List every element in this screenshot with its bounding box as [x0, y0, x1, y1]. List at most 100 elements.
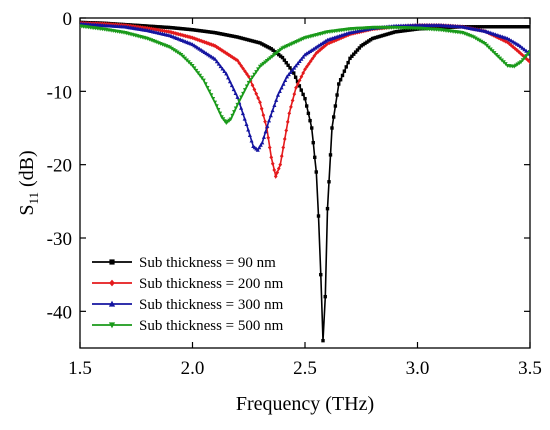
data-point	[197, 28, 202, 33]
data-point	[275, 170, 280, 175]
data-point	[171, 30, 176, 36]
data-point	[294, 85, 298, 90]
data-point	[205, 85, 210, 90]
data-point	[246, 127, 251, 132]
data-point	[266, 135, 271, 140]
data-point	[192, 66, 197, 71]
data-point	[228, 117, 233, 122]
data-point	[202, 29, 207, 34]
data-point	[290, 98, 295, 103]
data-point	[363, 41, 367, 46]
data-point	[297, 78, 302, 83]
data-point	[171, 26, 176, 30]
data-point	[220, 32, 224, 36]
data-point	[271, 48, 275, 52]
data-point	[400, 29, 404, 33]
data-point	[250, 83, 255, 88]
data-point	[151, 24, 155, 29]
legend-item: Sub thickness = 300 nm	[92, 297, 284, 313]
series-layer	[80, 20, 530, 343]
data-point	[318, 42, 323, 47]
data-point	[254, 91, 259, 96]
data-point	[471, 35, 476, 40]
data-point	[500, 37, 505, 42]
data-point	[342, 69, 347, 73]
data-point	[223, 32, 228, 37]
data-point	[207, 89, 212, 94]
data-point	[108, 300, 116, 307]
data-point	[485, 25, 489, 29]
data-point	[272, 103, 277, 107]
data-point	[156, 27, 161, 33]
data-point	[247, 38, 251, 42]
data-point	[268, 113, 273, 118]
data-point	[288, 66, 292, 70]
y-axis-label-subscript: 11	[26, 192, 41, 205]
data-point	[526, 52, 530, 56]
data-point	[361, 42, 365, 47]
data-point	[258, 41, 262, 45]
data-point	[195, 28, 200, 33]
data-point	[170, 26, 174, 30]
data-point	[164, 29, 169, 34]
data-point	[325, 206, 330, 211]
data-point	[272, 167, 277, 173]
data-point	[524, 48, 529, 53]
data-point	[311, 46, 316, 51]
data-point	[301, 54, 306, 59]
data-point	[519, 25, 524, 29]
data-point	[233, 91, 238, 95]
data-point	[304, 104, 309, 108]
data-point	[194, 28, 198, 32]
data-point	[308, 59, 313, 64]
data-point	[169, 46, 174, 51]
data-point	[249, 138, 254, 143]
data-point	[473, 25, 478, 29]
data-point	[502, 25, 506, 29]
data-point	[260, 140, 265, 145]
data-point	[211, 96, 216, 101]
data-point	[241, 36, 245, 41]
legend-label: Sub thickness = 90 nm	[139, 255, 276, 271]
data-point	[297, 59, 302, 63]
data-point	[279, 153, 284, 159]
data-point	[325, 41, 330, 46]
data-point	[252, 72, 257, 77]
data-point	[293, 63, 299, 68]
data-point	[263, 119, 267, 124]
data-point	[330, 126, 334, 130]
data-point	[227, 33, 231, 38]
data-point	[228, 53, 233, 59]
data-point	[299, 56, 304, 61]
data-point	[377, 34, 382, 39]
data-point	[204, 29, 209, 34]
y-tick-label: -20	[47, 156, 72, 177]
data-point	[220, 66, 225, 71]
data-point	[286, 72, 291, 77]
data-point	[305, 64, 309, 69]
data-point	[230, 113, 235, 118]
data-point	[384, 32, 389, 37]
data-point	[497, 25, 501, 29]
data-point	[248, 78, 253, 83]
data-point	[295, 81, 300, 87]
data-point	[187, 34, 191, 40]
data-point	[481, 25, 485, 29]
data-point	[254, 70, 259, 74]
data-point	[290, 67, 295, 72]
data-point	[244, 84, 249, 89]
data-point	[396, 29, 401, 34]
data-point	[279, 85, 284, 90]
data-point	[147, 24, 152, 28]
data-point	[225, 33, 229, 37]
data-point	[284, 74, 290, 79]
axis-ticks: 1.5 2.0 2.5 3.0 3.5 0 -10 -20 -30 -40	[47, 9, 542, 379]
data-point	[252, 39, 257, 44]
data-point	[213, 30, 217, 35]
data-point	[241, 66, 245, 71]
data-point	[311, 140, 315, 145]
data-point	[350, 54, 354, 58]
data-point	[490, 25, 494, 29]
data-point	[275, 92, 281, 97]
